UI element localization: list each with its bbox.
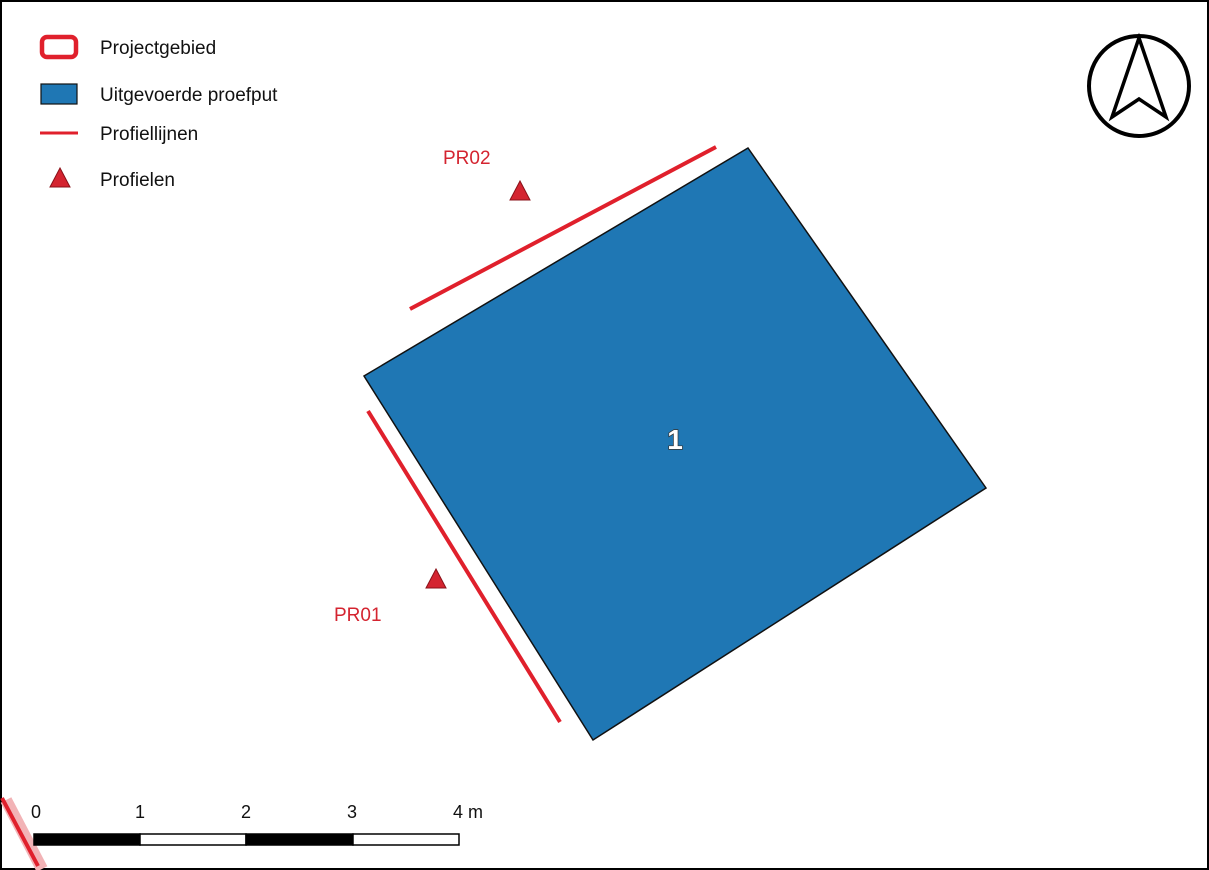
legend-symbol-test-pit xyxy=(40,83,78,105)
legend: Projectgebied Uitgevoerde proefput Profi… xyxy=(39,34,278,191)
legend-symbol-profile xyxy=(49,166,71,188)
scale-bar: 0 1 2 3 4 m xyxy=(31,802,483,846)
scale-tick-3: 3 xyxy=(347,802,357,822)
project-boundary xyxy=(0,797,48,870)
test-pit-1 xyxy=(362,146,988,742)
scale-tick-1: 1 xyxy=(135,802,145,822)
profile-label-pr02: PR02 xyxy=(443,148,491,169)
legend-label-project-area: Projectgebied xyxy=(100,38,216,59)
profile-line-pr02 xyxy=(409,145,717,311)
legend-label-profile: Profielen xyxy=(100,170,175,191)
scale-tick-0: 0 xyxy=(31,802,41,822)
legend-label-profile-line: Profiellijnen xyxy=(100,124,198,145)
test-pit-label: 1 xyxy=(667,424,683,455)
scale-tick-2: 2 xyxy=(241,802,251,822)
profile-line-pr01 xyxy=(366,409,562,724)
scale-tick-4: 4 m xyxy=(453,802,483,822)
north-arrow-icon xyxy=(1087,32,1191,138)
legend-symbol-project-area xyxy=(39,34,79,60)
profile-triangle-pr02 xyxy=(509,179,531,201)
profile-label-pr01: PR01 xyxy=(334,605,382,626)
profile-triangle-pr01 xyxy=(425,567,447,589)
legend-label-test-pit: Uitgevoerde proefput xyxy=(100,85,278,106)
